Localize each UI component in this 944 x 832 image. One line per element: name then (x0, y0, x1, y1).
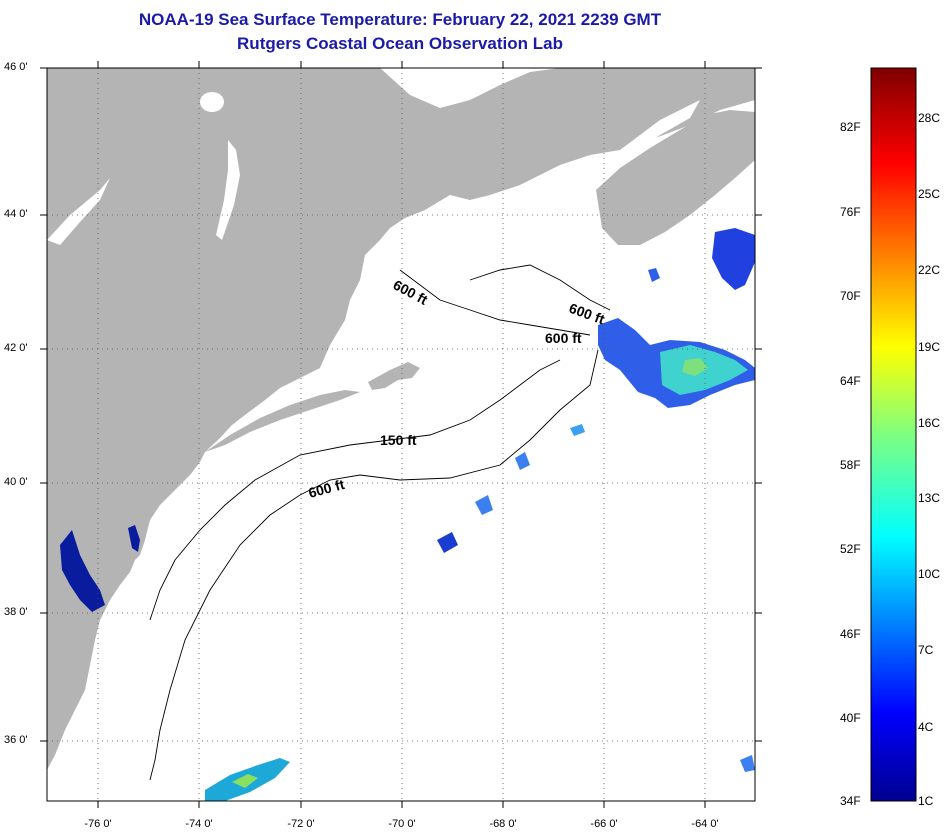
sst-patch-green (682, 358, 708, 376)
lake-white (200, 92, 224, 112)
lat-label: 44 0' (4, 208, 28, 220)
colorbar-f-label: 64F (840, 374, 861, 388)
colorbar-f-label: 46F (840, 627, 861, 641)
colorbar-f-label: 58F (840, 458, 861, 472)
map-title: NOAA-19 Sea Surface Temperature: Februar… (138, 10, 662, 29)
map-subtitle: Rutgers Coastal Ocean Observation Lab (237, 34, 563, 53)
colorbar-c-label: 22C (918, 263, 941, 277)
colorbar-f-label: 40F (840, 711, 861, 725)
colorbar (870, 67, 917, 802)
contour-150ft (149, 359, 561, 621)
delaware-bay (128, 525, 140, 552)
sst-patch-south-warm (232, 774, 258, 788)
sst-patch-small-2 (515, 452, 530, 470)
lat-label: 38 0' (4, 606, 28, 618)
sst-patch-small-4 (437, 532, 458, 553)
colorbar-c-label: 25C (918, 187, 941, 201)
colorbar-c-label: 28C (918, 111, 941, 125)
contour-600ft-shelf-edge (149, 349, 599, 781)
lon-label: -72 0' (287, 818, 315, 830)
lon-label: -70 0' (388, 818, 416, 830)
map-area (47, 68, 755, 801)
colorbar-f-label: 34F (840, 794, 861, 808)
sst-patch-se (740, 755, 755, 772)
colorbar-f-label: 82F (840, 120, 861, 134)
nova-scotia (596, 110, 755, 245)
colorbar-c-label: 1C (918, 794, 934, 808)
colorbar-c-label: 7C (918, 643, 934, 657)
sst-patch-small-3 (475, 495, 493, 515)
sst-patch-blue-north (712, 228, 755, 290)
lat-label: 42 0' (4, 342, 28, 354)
colorbar-c-label: 4C (918, 720, 934, 734)
contour-600ft-north (469, 264, 611, 311)
colorbar-f-label: 52F (840, 542, 861, 556)
contour-600ft-gulf (399, 269, 591, 336)
lon-label: -74 0' (185, 818, 213, 830)
cape-cod (368, 362, 420, 390)
sst-patches (205, 228, 755, 801)
lat-label: 36 0' (4, 734, 28, 746)
chesapeake-bay (60, 530, 105, 612)
colorbar-c-label: 13C (918, 491, 941, 505)
lat-label: 40 0' (4, 476, 28, 488)
colorbar-c-label: 16C (918, 416, 941, 430)
bay-of-fundy (595, 100, 700, 178)
graticule (47, 68, 755, 801)
lon-label: -68 0' (489, 818, 517, 830)
contour-label-150: 150 ft (380, 432, 417, 448)
lon-label: -76 0' (84, 818, 112, 830)
map-frame (46, 67, 756, 802)
lon-label: -64 0' (691, 818, 719, 830)
lake-ontario (47, 178, 110, 245)
bathymetry-contours (149, 264, 611, 781)
colorbar-c-label: 10C (918, 567, 941, 581)
colorbar-f-label: 70F (840, 289, 861, 303)
colorbar-c-label: 19C (918, 340, 941, 354)
long-island (205, 390, 360, 452)
mainland-landmass (47, 68, 755, 770)
axis-ticks (40, 61, 762, 808)
contour-label-600c: 600 ft (545, 330, 582, 346)
lat-label: 46 0' (4, 61, 28, 73)
sst-patch-small-1 (648, 268, 660, 282)
colorbar-f-label: 76F (840, 205, 861, 219)
lon-label: -66 0' (590, 818, 618, 830)
sst-patch-small-5 (570, 424, 585, 436)
